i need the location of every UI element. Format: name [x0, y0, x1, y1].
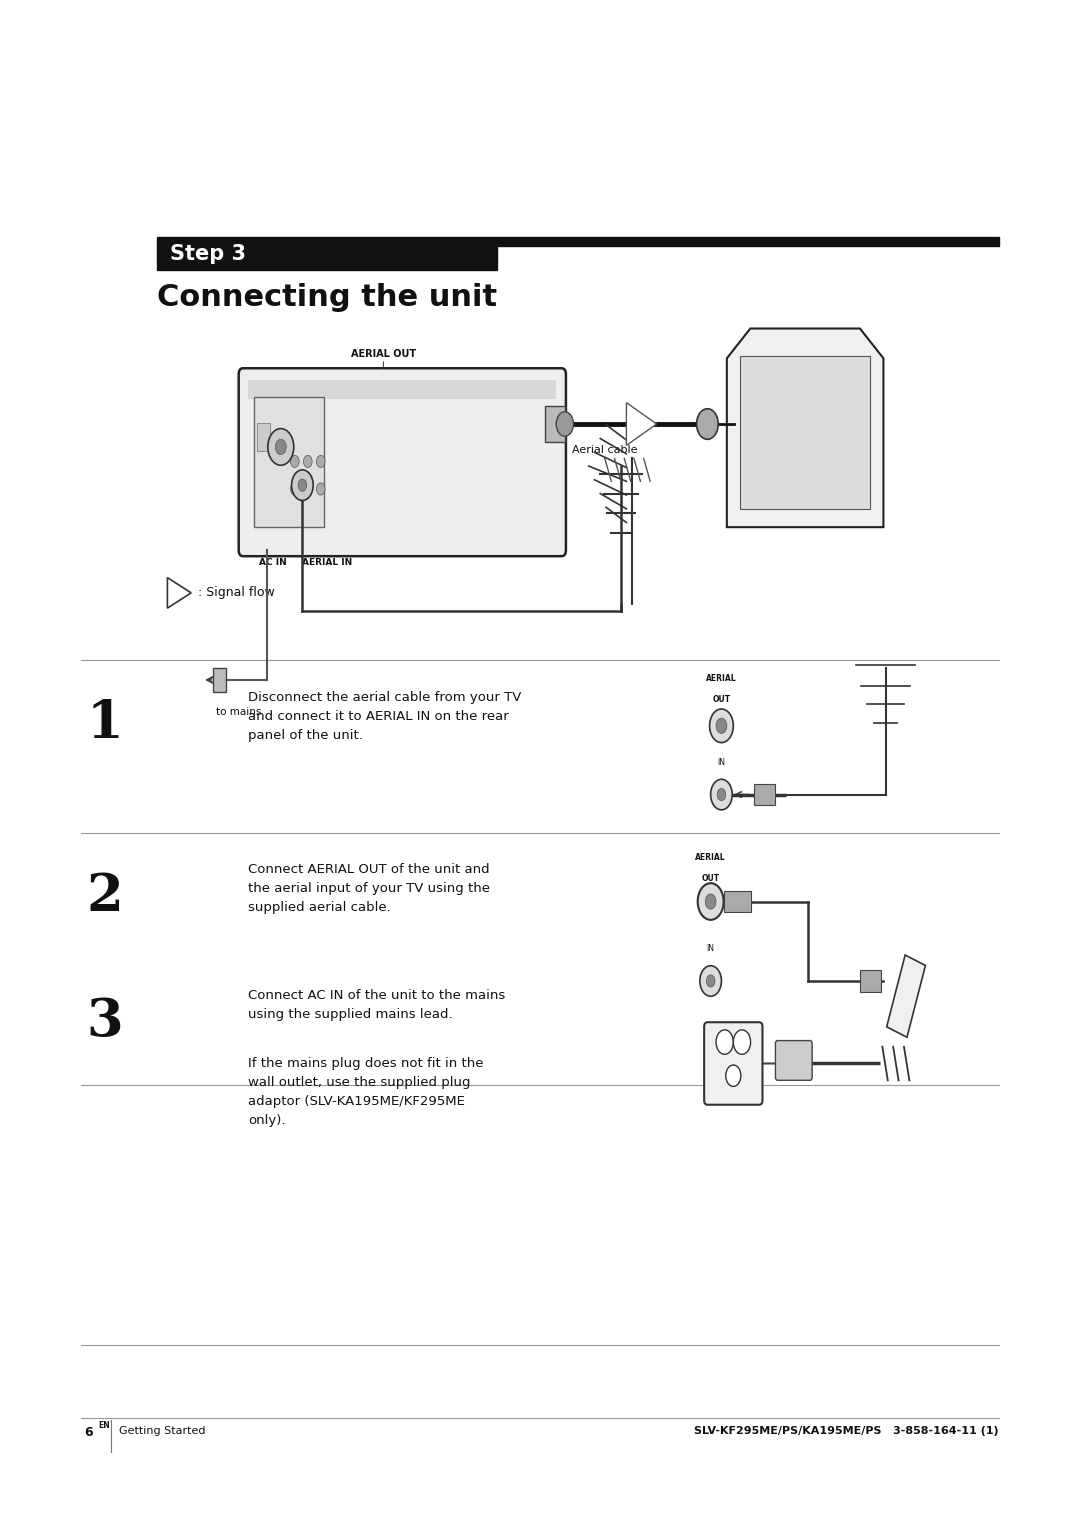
Circle shape — [716, 1030, 733, 1054]
Circle shape — [710, 709, 733, 743]
Text: : Signal flow: : Signal flow — [198, 587, 274, 599]
Bar — [248, 380, 556, 399]
Polygon shape — [727, 329, 883, 527]
Text: Disconnect the aerial cable from your TV
and connect it to AERIAL IN on the rear: Disconnect the aerial cable from your TV… — [248, 691, 522, 741]
Circle shape — [711, 779, 732, 810]
Text: Connect AC IN of the unit to the mains
using the supplied mains lead.: Connect AC IN of the unit to the mains u… — [248, 989, 505, 1021]
Circle shape — [698, 883, 724, 920]
Text: 1: 1 — [86, 698, 123, 749]
Bar — [257, 423, 270, 451]
Text: OUT: OUT — [713, 695, 730, 704]
Bar — [754, 784, 775, 805]
Circle shape — [316, 483, 325, 495]
Circle shape — [298, 480, 307, 492]
Text: AERIAL IN: AERIAL IN — [302, 558, 353, 567]
Circle shape — [303, 483, 312, 495]
Circle shape — [291, 483, 299, 495]
Text: IN: IN — [706, 944, 715, 953]
Polygon shape — [167, 578, 191, 608]
Circle shape — [726, 1065, 741, 1086]
Circle shape — [268, 428, 294, 465]
Circle shape — [717, 788, 726, 801]
Text: 6: 6 — [84, 1426, 93, 1439]
Text: AERIAL: AERIAL — [706, 674, 737, 683]
Circle shape — [706, 975, 715, 987]
Circle shape — [700, 966, 721, 996]
Text: AC IN: AC IN — [259, 558, 287, 567]
Circle shape — [705, 894, 716, 909]
Text: AERIAL OUT: AERIAL OUT — [351, 348, 416, 359]
Text: AERIAL: AERIAL — [696, 853, 726, 862]
Circle shape — [697, 408, 718, 440]
Polygon shape — [626, 402, 657, 446]
Text: EN: EN — [98, 1421, 110, 1430]
Text: If the mains plug does not fit in the
wall outlet, use the supplied plug
adaptor: If the mains plug does not fit in the wa… — [248, 1057, 484, 1128]
Bar — [740, 356, 870, 509]
Circle shape — [316, 455, 325, 468]
Text: Connect AERIAL OUT of the unit and
the aerial input of your TV using the
supplie: Connect AERIAL OUT of the unit and the a… — [248, 863, 490, 914]
Text: OUT: OUT — [702, 874, 719, 883]
Bar — [157, 237, 497, 270]
Circle shape — [716, 718, 727, 733]
Text: to mains: to mains — [216, 707, 261, 718]
Circle shape — [291, 455, 299, 468]
Bar — [860, 970, 881, 992]
Bar — [724, 891, 751, 912]
Circle shape — [292, 471, 313, 501]
Circle shape — [556, 411, 573, 435]
Bar — [887, 955, 926, 1038]
Text: 3: 3 — [86, 996, 123, 1047]
FancyBboxPatch shape — [775, 1041, 812, 1080]
Text: Getting Started: Getting Started — [119, 1426, 205, 1436]
FancyBboxPatch shape — [704, 1022, 762, 1105]
FancyBboxPatch shape — [239, 368, 566, 556]
Circle shape — [733, 1030, 751, 1054]
Bar — [213, 668, 226, 692]
Bar — [545, 405, 565, 443]
Text: Aerial cable: Aerial cable — [572, 446, 637, 455]
Text: SLV-KF295ME/PS/KA195ME/PS   3-858-164-11 (1): SLV-KF295ME/PS/KA195ME/PS 3-858-164-11 (… — [694, 1426, 999, 1436]
Text: IN: IN — [717, 758, 726, 767]
Text: Step 3: Step 3 — [170, 243, 245, 264]
Text: 2: 2 — [86, 871, 123, 921]
Text: Connecting the unit: Connecting the unit — [157, 283, 497, 312]
Bar — [254, 397, 324, 527]
Bar — [497, 237, 999, 246]
Circle shape — [275, 440, 286, 455]
Circle shape — [303, 455, 312, 468]
